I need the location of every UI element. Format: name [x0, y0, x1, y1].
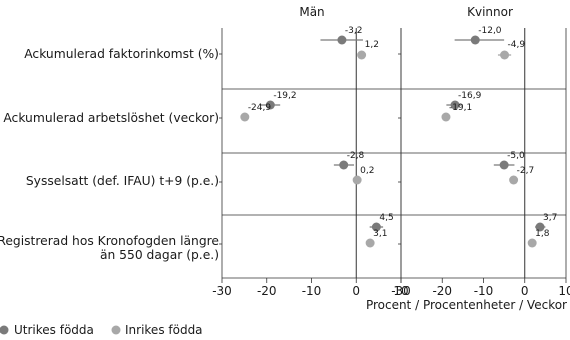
x-axis-label: Procent / Procentenheter / Veckor	[366, 298, 567, 312]
data-point	[265, 100, 275, 110]
data-label: 1,2	[365, 40, 379, 50]
legend-label-inrikes: Inrikes födda	[125, 323, 203, 337]
legend-marker-utrikes	[0, 325, 9, 335]
data-point	[365, 238, 375, 248]
x-tick-label: 0	[521, 284, 529, 298]
data-label: 0,2	[360, 166, 374, 176]
x-tick-label: 0	[352, 284, 360, 298]
row-labels: Ackumulerad faktorinkomst (%) Ackumulera…	[0, 47, 219, 262]
data-label: 1,8	[535, 229, 550, 239]
data-label: -16,9	[458, 91, 482, 101]
data-label: -4,9	[508, 40, 526, 50]
legend-label-utrikes: Utrikes födda	[14, 323, 94, 337]
x-tick-label: 10	[393, 284, 408, 298]
x-tick-label: -10	[474, 284, 494, 298]
row-label-kronofogden-line1: Registrerad hos Kronofogden längre	[0, 234, 219, 248]
x-tick-label: -20	[432, 284, 452, 298]
x-tick-label: -30	[212, 284, 232, 298]
row-label-sysselsatt: Sysselsatt (def. IFAU) t+9 (p.e.)	[26, 174, 219, 188]
data-point	[441, 112, 451, 122]
data-point	[337, 35, 347, 45]
data-label: -12,0	[478, 26, 502, 36]
panel-kvinnor: Kvinnor -30 -20 -10 0 10 -12,0 -16,9 -5,0 3,7 -4,…	[391, 5, 570, 298]
data-label: -19,2	[273, 91, 296, 101]
data-point	[470, 35, 480, 45]
panel-man: Män -30 -20 -10 0 10 -3,2 -19,2 -2,8 4,5 1,2 -24,9…	[212, 5, 408, 298]
row-label-faktorinkomst: Ackumulerad faktorinkomst (%)	[24, 47, 219, 61]
data-label: -2,8	[347, 151, 365, 161]
data-point	[339, 160, 349, 170]
data-label: -3,2	[345, 26, 363, 36]
data-point	[450, 100, 460, 110]
data-label: -19,1	[449, 103, 472, 113]
data-point	[357, 50, 367, 60]
data-label: 3,7	[543, 213, 557, 223]
data-point	[509, 175, 519, 185]
panel-title-man: Män	[299, 5, 324, 19]
x-tick-label: -30	[391, 284, 411, 298]
data-point	[499, 160, 509, 170]
data-point	[240, 112, 250, 122]
data-point	[535, 222, 545, 232]
data-label: -2,7	[517, 166, 535, 176]
data-label: -24,9	[248, 103, 272, 113]
legend: Utrikes födda Inrikes födda	[0, 323, 203, 337]
x-tick-label: -20	[257, 284, 277, 298]
data-label: 4,5	[379, 213, 393, 223]
data-label: -5,0	[507, 151, 525, 161]
data-point	[352, 175, 362, 185]
data-point	[527, 238, 537, 248]
data-point	[500, 50, 510, 60]
legend-marker-inrikes	[111, 325, 121, 335]
x-tick-label: -10	[302, 284, 322, 298]
row-label-arbetsloshet: Ackumulerad arbetslöshet (veckor)	[3, 111, 219, 125]
data-point	[371, 222, 381, 232]
row-label-kronofogden-line2: än 550 dagar (p.e.)	[100, 248, 219, 262]
panel-title-kvinnor: Kvinnor	[467, 5, 513, 19]
x-tick-label: 10	[558, 284, 570, 298]
data-label: 3,1	[373, 229, 387, 239]
